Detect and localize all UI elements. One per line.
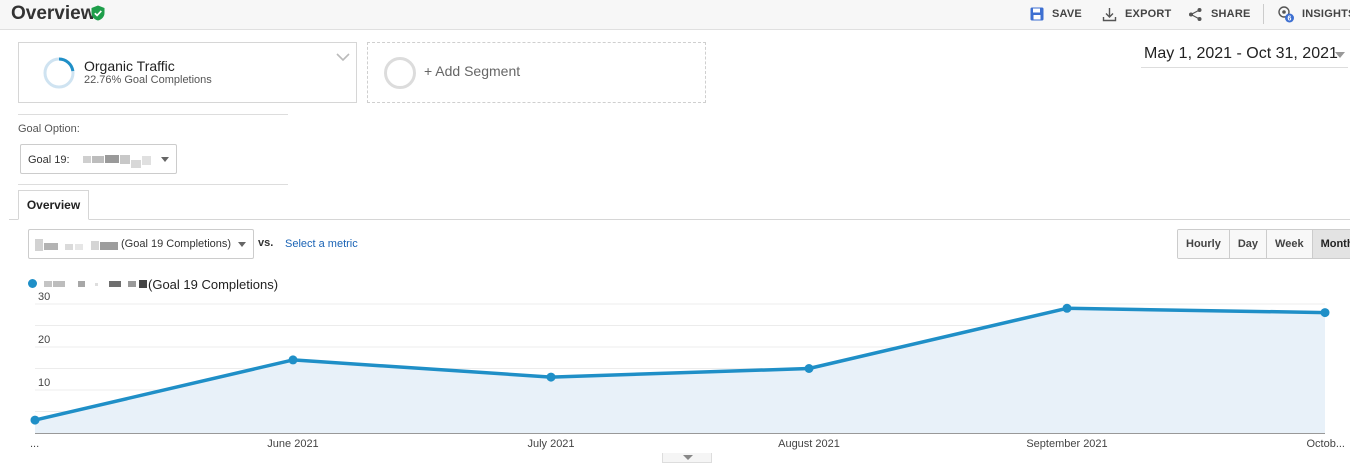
goal-option-value: Goal 19: (28, 154, 70, 166)
period-hourly-button[interactable]: Hourly (1178, 230, 1229, 258)
page-title: Overview (11, 3, 96, 24)
period-month-button[interactable]: Month (1311, 230, 1350, 258)
insights-label: INSIGHTS (1302, 8, 1350, 20)
share-button[interactable]: SHARE (1188, 5, 1251, 23)
date-range-underline (1141, 67, 1348, 68)
segment-subtitle: 22.76% Goal Completions (84, 74, 212, 86)
share-label: SHARE (1211, 8, 1251, 20)
redacted-goal-name (83, 155, 151, 168)
period-day-button[interactable]: Day (1228, 230, 1267, 258)
add-segment-label: + Add Segment (424, 63, 521, 79)
data-point (288, 355, 298, 365)
primary-metric-select[interactable]: (Goal 19 Completions) (28, 229, 254, 259)
data-point (804, 364, 814, 373)
add-segment-button[interactable]: + Add Segment (367, 42, 706, 103)
y-tick-label: 20 (38, 334, 50, 346)
legend-marker (28, 279, 37, 288)
primary-metric-value: (Goal 19 Completions) (121, 238, 232, 250)
insights-button[interactable]: 6 INSIGHTS (1277, 5, 1350, 23)
share-icon (1189, 7, 1202, 21)
x-tick-label: August 2021 (778, 438, 840, 450)
redacted-metric-name (35, 239, 118, 251)
legend-label: (Goal 19 Completions) (148, 277, 279, 292)
date-range-caret[interactable] (1335, 52, 1345, 58)
divider (18, 114, 288, 115)
goal-option-caret (161, 157, 169, 162)
goal-option-select[interactable]: Goal 19: (20, 144, 177, 174)
date-range-picker[interactable]: May 1, 2021 - Oct 31, 2021 (1144, 45, 1338, 62)
empty-segment-ring (384, 57, 416, 89)
data-point (1320, 308, 1330, 318)
primary-metric-caret (238, 242, 246, 247)
save-icon (1030, 7, 1044, 21)
export-button[interactable]: EXPORT (1102, 5, 1171, 23)
goal-option-label: Goal Option: (18, 123, 80, 135)
x-tick-label: July 2021 (527, 438, 574, 450)
divider (18, 184, 288, 185)
y-tick-label: 10 (38, 377, 50, 389)
save-label: SAVE (1052, 8, 1082, 20)
line-chart: 10 20 30... June 2021 July 2021 August 2021 Se… (30, 292, 1345, 450)
chart-expand-tab[interactable] (662, 453, 712, 463)
series-line (34, 306, 1326, 422)
insights-badge: 6 (1287, 16, 1291, 23)
select-metric-link[interactable]: Select a metric (285, 238, 358, 250)
x-tick-label: September 2021 (1026, 438, 1107, 450)
data-point (30, 415, 40, 425)
redacted-legend-name (44, 280, 147, 288)
period-toggle-group: Hourly Day Week Month (1177, 229, 1350, 259)
verified-shield-icon (91, 5, 105, 21)
tab-strip-line (9, 219, 1350, 220)
chevron-down-icon[interactable] (336, 53, 350, 62)
expand-caret-icon (683, 455, 693, 460)
data-point (546, 372, 556, 382)
x-tick-label: June 2021 (267, 438, 318, 450)
download-icon (1102, 7, 1117, 21)
tab-overview[interactable]: Overview (18, 190, 89, 220)
series-area (35, 308, 1325, 433)
segment-name: Organic Traffic (84, 58, 175, 74)
header-divider (1263, 4, 1264, 24)
x-tick-label: ... (30, 438, 39, 450)
vs-label: vs. (258, 237, 274, 249)
insights-icon: 6 (1278, 6, 1294, 23)
segment-card-organic-traffic[interactable]: Organic Traffic 22.76% Goal Completions (18, 42, 357, 103)
period-week-button[interactable]: Week (1266, 230, 1312, 258)
save-button[interactable]: SAVE (1030, 5, 1082, 23)
export-label: EXPORT (1125, 8, 1172, 20)
top-bar: Overview SAVE EXPORT SHARE (0, 0, 1350, 30)
y-tick-label: 30 (38, 292, 50, 303)
data-point (1062, 303, 1072, 313)
x-tick-label: Octob... (1306, 438, 1345, 450)
segment-progress-ring (43, 57, 75, 89)
